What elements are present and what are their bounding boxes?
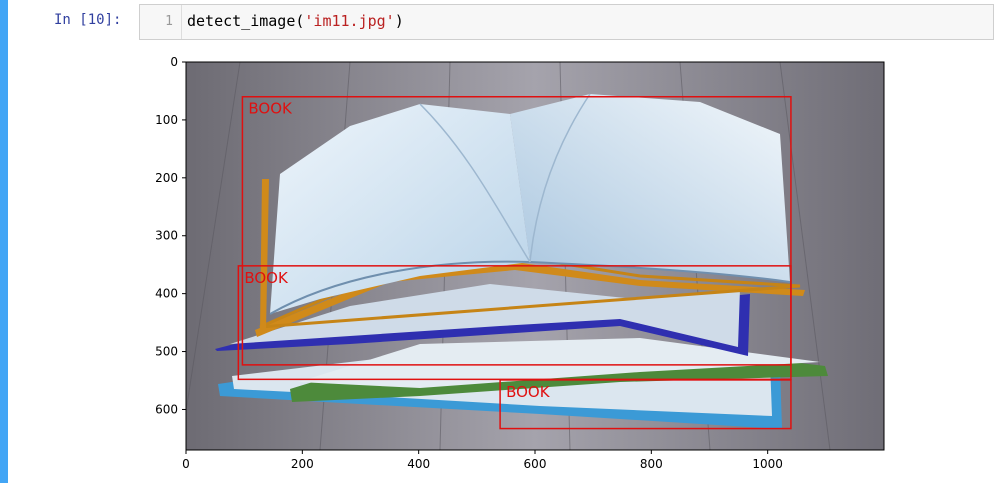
- y-tick-label: 600: [155, 402, 178, 416]
- cell-prompt: In [10]:: [54, 12, 122, 28]
- x-tick-label: 200: [291, 457, 314, 471]
- x-tick-label: 0: [182, 457, 190, 471]
- x-tick-label: 800: [640, 457, 663, 471]
- x-tick-label: 1000: [752, 457, 783, 471]
- detection-box: [499, 379, 792, 430]
- y-tick-label: 400: [155, 287, 178, 301]
- y-axis-ticks: 0 100 200 300 400 500 600: [155, 55, 186, 416]
- line-gutter: 1: [140, 5, 182, 39]
- cell-selection-bar[interactable]: [0, 0, 8, 483]
- x-axis-ticks: 0 200 400 600 800 1000: [182, 450, 783, 471]
- y-tick-label: 200: [155, 171, 178, 185]
- y-tick-label: 0: [170, 55, 178, 69]
- y-tick-label: 500: [155, 345, 178, 359]
- code-editor[interactable]: 1 detect_image('im11.jpg'): [139, 4, 994, 40]
- detection-label: BOOK: [244, 269, 289, 287]
- detection-boxes: BOOK BOOK BOOK: [237, 95, 792, 430]
- detection-box: [241, 95, 792, 366]
- detection-plot: 0 200 400 600 800 1000 0 100 200 300 400 500 600 BO…: [155, 55, 885, 471]
- cell-output: 0 200 400 600 800 1000 0 100 200 300 400 500 600 BO…: [120, 44, 994, 483]
- code-close-paren: ): [394, 12, 404, 30]
- x-tick-label: 600: [524, 457, 547, 471]
- code-function: detect_image(: [187, 12, 305, 30]
- code-string-arg: 'im11.jpg': [304, 12, 395, 30]
- book-stack-photo: [186, 62, 884, 450]
- y-tick-label: 100: [155, 113, 178, 127]
- line-number: 1: [165, 14, 173, 29]
- x-tick-label: 400: [407, 457, 430, 471]
- detection-label: BOOK: [248, 100, 293, 118]
- y-tick-label: 300: [155, 229, 178, 243]
- code-line[interactable]: detect_image('im11.jpg'): [187, 12, 404, 30]
- detection-label: BOOK: [506, 383, 551, 401]
